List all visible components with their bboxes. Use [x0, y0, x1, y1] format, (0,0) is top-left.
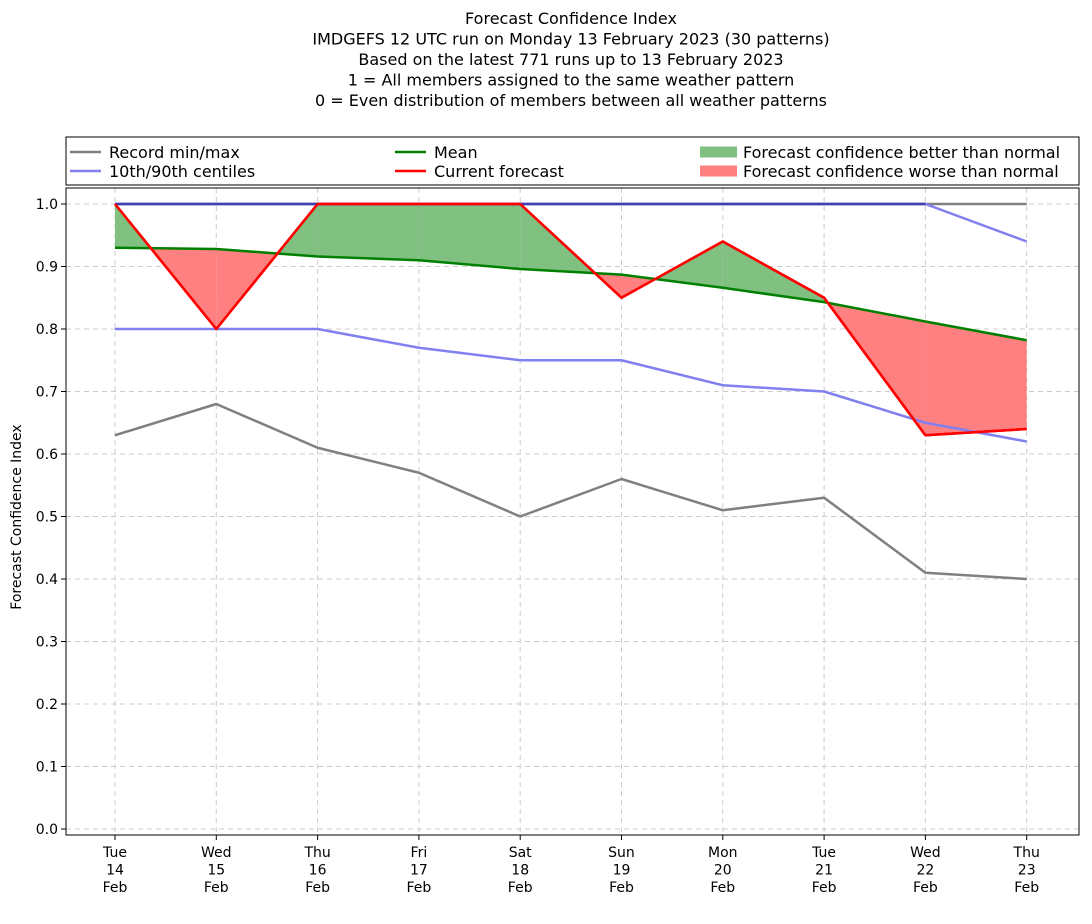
x-tick-label-5-1: 19	[613, 863, 631, 879]
legend-label-2: Mean	[434, 143, 478, 162]
x-tick-label-1-2: Feb	[204, 880, 229, 896]
x-tick-label-4-2: Feb	[508, 880, 533, 896]
axes: 0.00.10.20.30.40.50.60.70.80.91.0Tue14Fe…	[9, 187, 1080, 896]
title-line-0: Forecast Confidence Index	[465, 9, 677, 28]
series-line-centile_90	[115, 202, 1028, 243]
y-tick-label-10: 1.0	[36, 197, 58, 213]
x-tick-label-3-1: 17	[410, 863, 428, 879]
title-line-3: 1 = All members assigned to the same wea…	[348, 71, 795, 90]
legend-label-5: Forecast confidence worse than normal	[743, 162, 1059, 181]
x-tick-label-2-2: Feb	[305, 880, 330, 896]
title-line-4: 0 = Even distribution of members between…	[315, 91, 827, 110]
x-tick-label-6-1: 20	[714, 863, 732, 879]
x-tick-label-5-2: Feb	[609, 880, 634, 896]
confidence-fill-13	[925, 321, 1027, 436]
x-tick-label-2-0: Thu	[303, 845, 330, 861]
y-tick-label-4: 0.4	[36, 572, 58, 588]
x-tick-label-9-0: Thu	[1013, 845, 1040, 861]
chart-title: Forecast Confidence Index IMDGEFS 12 UTC …	[312, 9, 829, 110]
legend-label-3: Current forecast	[434, 162, 564, 181]
x-tick-label-0-2: Feb	[103, 880, 128, 896]
plot-frame	[65, 187, 1080, 836]
x-tick-label-6-2: Feb	[710, 880, 735, 896]
y-tick-label-1: 0.1	[36, 760, 58, 776]
confidence-fills	[115, 204, 1027, 436]
x-tick-label-4-1: 18	[511, 863, 529, 879]
x-tick-label-7-2: Feb	[812, 880, 837, 896]
series-lines	[114, 202, 1028, 581]
x-tick-label-2-1: 16	[309, 863, 327, 879]
x-tick-label-7-1: 21	[815, 863, 833, 879]
x-tick-label-7-0: Tue	[811, 845, 836, 861]
x-tick-label-3-0: Fri	[411, 845, 428, 861]
x-tick-label-4-0: Sat	[509, 845, 532, 861]
x-tick-label-9-1: 23	[1018, 863, 1036, 879]
confidence-fill-5	[418, 204, 521, 269]
series-line-centile_10	[115, 327, 1027, 443]
legend-label-1: 10th/90th centiles	[109, 162, 255, 181]
y-tick-label-8: 0.8	[36, 322, 58, 338]
legend-label-0: Record min/max	[109, 143, 240, 162]
series-line-current-top	[114, 202, 1027, 437]
confidence-fill-9	[655, 241, 723, 288]
title-line-2: Based on the latest 771 runs up to 13 Fe…	[358, 50, 783, 69]
x-tick-label-1-1: 15	[207, 863, 225, 879]
y-tick-label-3: 0.3	[36, 635, 58, 651]
y-tick-label-5: 0.5	[36, 510, 58, 526]
y-tick-label-7: 0.7	[36, 385, 58, 401]
x-tick-label-9-2: Feb	[1014, 880, 1039, 896]
x-tick-label-3-2: Feb	[407, 880, 432, 896]
y-axis-label: Forecast Confidence Index	[9, 424, 25, 609]
y-tick-label-2: 0.2	[36, 697, 58, 713]
x-tick-label-8-1: 22	[916, 863, 934, 879]
y-tick-label-0: 0.0	[36, 822, 58, 838]
x-tick-label-1-0: Wed	[201, 845, 232, 861]
series-line-mean	[114, 246, 1027, 342]
title-line-1: IMDGEFS 12 UTC run on Monday 13 February…	[312, 30, 829, 49]
x-tick-label-8-0: Wed	[910, 845, 941, 861]
y-tick-label-9: 0.9	[36, 260, 58, 276]
x-tick-label-8-2: Feb	[913, 880, 938, 896]
series-line-record_min	[114, 402, 1027, 581]
legend-swatch-4	[700, 146, 737, 158]
x-tick-label-0-1: 14	[106, 863, 124, 879]
confidence-fill-4	[317, 204, 419, 261]
x-tick-label-5-0: Sun	[608, 845, 635, 861]
x-tick-label-6-0: Mon	[708, 845, 738, 861]
legend-box	[65, 136, 1080, 186]
y-tick-label-6: 0.6	[36, 447, 58, 463]
legend-label-4: Forecast confidence better than normal	[743, 143, 1060, 162]
x-tick-label-0-0: Tue	[102, 845, 127, 861]
legend-swatch-5	[700, 165, 737, 177]
